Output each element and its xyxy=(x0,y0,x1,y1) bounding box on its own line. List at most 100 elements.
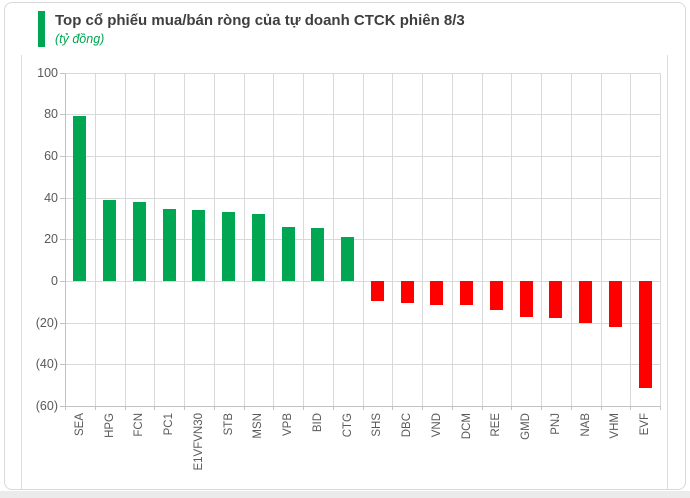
x-axis-category-label: BID xyxy=(311,413,324,433)
x-axis-category-label: PNJ xyxy=(549,413,562,435)
chart-frame-right xyxy=(667,55,668,489)
y-tick-mark xyxy=(60,322,65,324)
bar-PNJ xyxy=(549,281,563,319)
v-gridline xyxy=(154,72,156,406)
x-tick-mark xyxy=(422,405,423,410)
v-gridline xyxy=(243,72,245,406)
y-tick-mark xyxy=(60,114,65,116)
y-tick-mark xyxy=(60,197,65,199)
v-gridline xyxy=(392,72,394,406)
x-tick-mark xyxy=(154,405,156,410)
x-tick-mark xyxy=(243,405,245,410)
x-tick-mark xyxy=(481,405,483,410)
bar-DCM xyxy=(460,281,474,305)
x-axis-category-label: GMD xyxy=(520,413,533,440)
bar-SEA xyxy=(73,116,87,281)
y-axis-tick-label: 80 xyxy=(44,107,58,122)
y-axis-line xyxy=(65,72,66,406)
chart-frame-left xyxy=(21,55,22,489)
y-axis-tick-label: (40) xyxy=(35,357,58,372)
bar-EVF xyxy=(638,281,652,389)
x-tick-mark xyxy=(392,405,394,410)
bar-E1VFVN30 xyxy=(192,210,206,281)
page-background-strip xyxy=(0,491,690,498)
y-tick-mark xyxy=(60,364,65,366)
bar-REE xyxy=(489,281,503,311)
x-tick-mark xyxy=(511,405,513,410)
y-tick-mark xyxy=(60,405,65,407)
y-axis-tick-label: 20 xyxy=(44,232,58,247)
y-axis-tick-label: (60) xyxy=(35,398,58,413)
x-tick-mark xyxy=(213,405,215,410)
bar-NAB xyxy=(579,281,593,323)
x-axis-category-label: SEA xyxy=(73,413,86,437)
x-axis-line xyxy=(65,405,660,407)
title-accent-bar xyxy=(38,11,45,47)
y-tick-mark xyxy=(60,72,65,74)
x-tick-mark xyxy=(273,405,275,410)
bar-GMD xyxy=(519,281,533,318)
v-gridline xyxy=(600,72,602,406)
chart-title: Top cổ phiếu mua/bán ròng của tự doanh C… xyxy=(55,12,465,29)
x-axis-category-label: HPG xyxy=(103,413,116,438)
v-gridline xyxy=(422,72,423,406)
y-axis-tick-label: 100 xyxy=(37,65,58,80)
x-axis-category-label: PC1 xyxy=(163,413,176,436)
v-gridline xyxy=(362,72,364,406)
y-axis-tick-label: (20) xyxy=(35,315,58,330)
x-axis-category-label: VND xyxy=(430,413,443,438)
chart-header: Top cổ phiếu mua/bán ròng của tự doanh C… xyxy=(38,11,465,47)
y-tick-mark xyxy=(60,156,65,157)
x-tick-mark xyxy=(332,405,334,410)
x-tick-mark xyxy=(124,405,126,410)
bar-SHS xyxy=(370,281,384,301)
x-axis-category-label: DCM xyxy=(460,413,473,440)
x-axis-category-label: MSN xyxy=(252,413,265,439)
bar-FCN xyxy=(132,201,146,281)
x-tick-mark xyxy=(451,405,453,410)
x-tick-mark xyxy=(541,405,542,410)
v-gridline xyxy=(660,72,661,406)
bar-MSN xyxy=(251,214,265,281)
x-tick-mark xyxy=(65,405,66,410)
y-tick-mark xyxy=(60,239,65,241)
y-tick-mark xyxy=(60,281,65,282)
bar-VHM xyxy=(608,281,622,327)
v-gridline xyxy=(630,72,632,406)
x-axis-category-label: REE xyxy=(490,413,503,437)
v-gridline xyxy=(273,72,275,406)
v-gridline xyxy=(570,72,572,406)
x-axis-category-label: CTG xyxy=(341,413,354,438)
x-tick-mark xyxy=(94,405,96,410)
v-gridline xyxy=(451,72,453,406)
v-gridline xyxy=(303,72,304,406)
x-axis-category-label: VHM xyxy=(609,413,622,439)
x-axis-category-label: NAB xyxy=(579,413,592,437)
v-gridline xyxy=(94,72,96,406)
v-gridline xyxy=(511,72,513,406)
v-gridline xyxy=(124,72,126,406)
x-tick-mark xyxy=(630,405,632,410)
x-axis-category-label: E1VFVN30 xyxy=(192,413,205,471)
y-axis-tick-label: 60 xyxy=(44,149,58,163)
bar-DBC xyxy=(400,281,414,303)
x-tick-mark xyxy=(362,405,364,410)
x-axis-category-label: EVF xyxy=(639,413,652,436)
y-axis-tick-label: 0 xyxy=(51,274,58,288)
x-axis-category-label: VPB xyxy=(282,413,295,437)
x-tick-mark xyxy=(303,405,304,410)
x-tick-mark xyxy=(660,405,661,410)
x-axis-category-label: DBC xyxy=(401,413,414,438)
bar-BID xyxy=(311,227,325,281)
bar-VPB xyxy=(281,226,295,281)
bar-VND xyxy=(430,281,444,305)
x-tick-mark xyxy=(184,405,185,410)
x-tick-mark xyxy=(600,405,602,410)
chart-unit-label: (tỷ đồng) xyxy=(55,32,105,46)
y-axis-tick-label: 40 xyxy=(44,190,58,205)
v-gridline xyxy=(541,72,542,406)
v-gridline xyxy=(184,72,185,406)
x-axis-category-label: STB xyxy=(222,413,235,436)
bar-STB xyxy=(222,212,236,281)
